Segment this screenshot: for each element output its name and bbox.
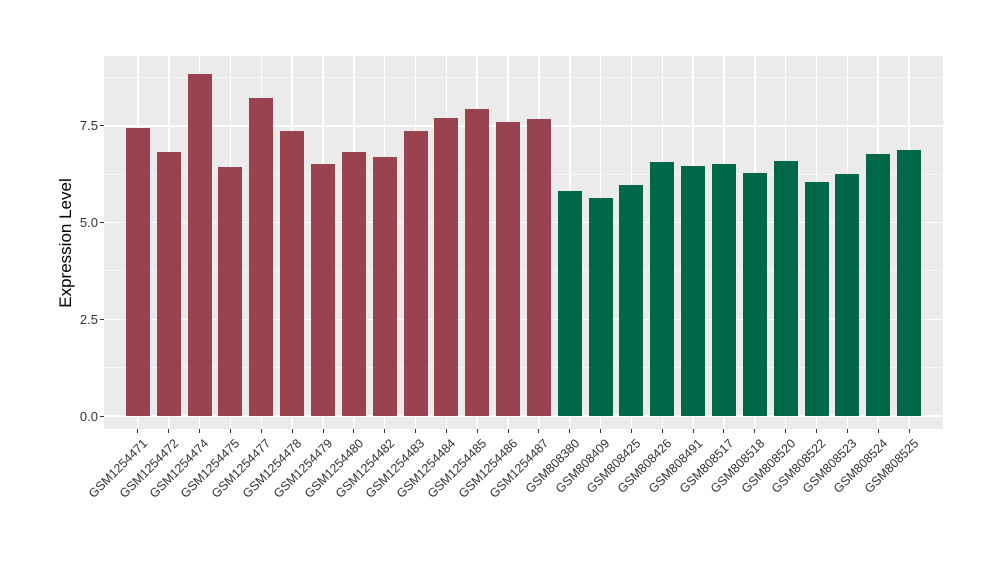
bar — [804, 182, 829, 416]
x-tick-mark — [908, 429, 910, 433]
x-tick-mark — [569, 429, 571, 433]
bar — [681, 165, 706, 416]
x-tick-mark — [846, 429, 848, 433]
x-tick-mark — [630, 429, 632, 433]
x-tick-mark — [476, 429, 478, 433]
x-tick-mark — [353, 429, 355, 433]
bar — [742, 173, 767, 416]
x-tick-mark — [877, 429, 879, 433]
gridline-minor-h — [104, 173, 943, 175]
bar — [557, 190, 582, 416]
x-tick-mark — [723, 429, 725, 433]
bar — [526, 118, 551, 416]
plot-panel — [104, 56, 943, 429]
x-tick-mark — [600, 429, 602, 433]
gridline-major-h — [104, 221, 943, 224]
y-tick-label: 0.0 — [79, 408, 98, 424]
x-tick-mark — [538, 429, 540, 433]
bar — [588, 197, 613, 416]
bar — [280, 131, 305, 416]
bar — [187, 73, 212, 416]
bar — [434, 118, 459, 416]
y-tick-mark — [100, 318, 104, 320]
bar — [341, 152, 366, 416]
y-axis-title: Expression Level — [56, 178, 75, 308]
y-tick-mark — [100, 415, 104, 417]
gridline-minor-h — [104, 367, 943, 369]
gridline-minor-h — [104, 270, 943, 272]
x-tick-mark — [785, 429, 787, 433]
gridline-major-h — [104, 125, 943, 127]
x-tick-mark — [445, 429, 447, 433]
bar — [218, 166, 243, 416]
bar — [711, 164, 736, 416]
bar — [866, 154, 891, 416]
bar — [403, 131, 428, 416]
x-tick-mark — [692, 429, 694, 433]
x-tick-mark — [137, 429, 139, 433]
bar — [496, 122, 521, 416]
x-tick-mark — [661, 429, 663, 433]
x-tick-mark — [168, 429, 170, 433]
x-tick-mark — [507, 429, 509, 433]
x-tick-mark — [754, 429, 756, 433]
y-tick-label: 7.5 — [79, 118, 98, 134]
y-tick-label: 5.0 — [79, 215, 98, 231]
bar — [773, 160, 798, 416]
bar — [465, 108, 490, 416]
x-tick-mark — [816, 429, 818, 433]
x-tick-mark — [415, 429, 417, 433]
x-tick-mark — [291, 429, 293, 433]
x-tick-mark — [199, 429, 201, 433]
y-tick-label: 2.5 — [79, 311, 98, 327]
bar — [650, 161, 675, 416]
bar — [156, 151, 181, 416]
gridline-minor-h — [104, 77, 943, 79]
x-tick-mark — [322, 429, 324, 433]
bar — [311, 163, 335, 416]
y-tick-mark — [100, 125, 104, 127]
bar — [125, 127, 150, 416]
y-tick-mark — [100, 222, 104, 224]
bar — [897, 149, 922, 416]
bar — [372, 157, 397, 416]
gridline-major-h — [104, 318, 943, 321]
bar — [619, 185, 644, 416]
x-tick-mark — [260, 429, 262, 433]
bar — [249, 98, 274, 416]
bar — [835, 173, 860, 416]
x-tick-mark — [384, 429, 386, 433]
gridline-major-h — [104, 415, 943, 417]
x-tick-mark — [229, 429, 231, 433]
